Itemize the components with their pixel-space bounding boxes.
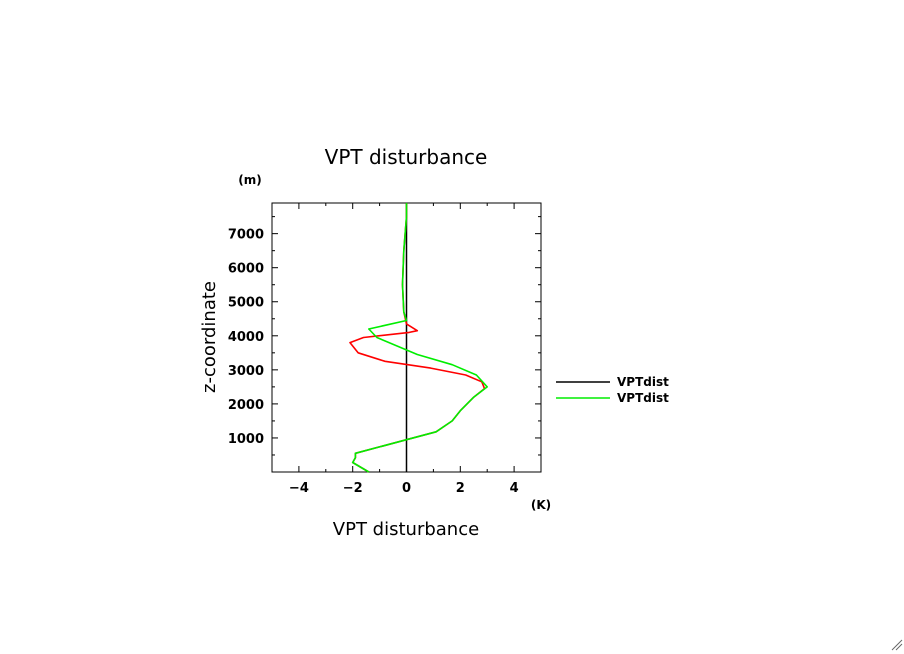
series-line-green — [351, 203, 488, 473]
x-unit-label: (K) — [531, 498, 551, 512]
x-tick-label: 2 — [456, 481, 465, 496]
x-tick-label: −4 — [289, 481, 309, 496]
y-tick-label: 3000 — [228, 364, 264, 379]
plot-area: −4 −2 0 2 4 1000 2000 3000 4000 5000 6000 7000 — [228, 202, 542, 496]
y-tick-label: 1000 — [228, 432, 264, 447]
x-tick-label: 0 — [402, 481, 411, 496]
legend: VPTdist VPTdist — [556, 375, 669, 405]
y-tick-label: 5000 — [228, 296, 264, 311]
y-axis-label: z-coordinate — [199, 281, 220, 393]
y-unit-label: (m) — [238, 173, 261, 187]
y-tick-label: 7000 — [228, 228, 264, 243]
chart-title: VPT disturbance — [325, 145, 488, 169]
legend-label: VPTdist — [617, 375, 669, 389]
x-axis-label: VPT disturbance — [333, 519, 479, 540]
resize-grip-icon[interactable] — [891, 639, 903, 651]
x-tick-label: 4 — [510, 481, 519, 496]
y-tick-label: 6000 — [228, 262, 264, 277]
x-tick-label: −2 — [343, 481, 363, 496]
series-line-red — [349, 203, 486, 473]
y-tick-label: 2000 — [228, 398, 264, 413]
y-tick-label: 4000 — [228, 330, 264, 345]
legend-label: VPTdist — [617, 391, 669, 405]
